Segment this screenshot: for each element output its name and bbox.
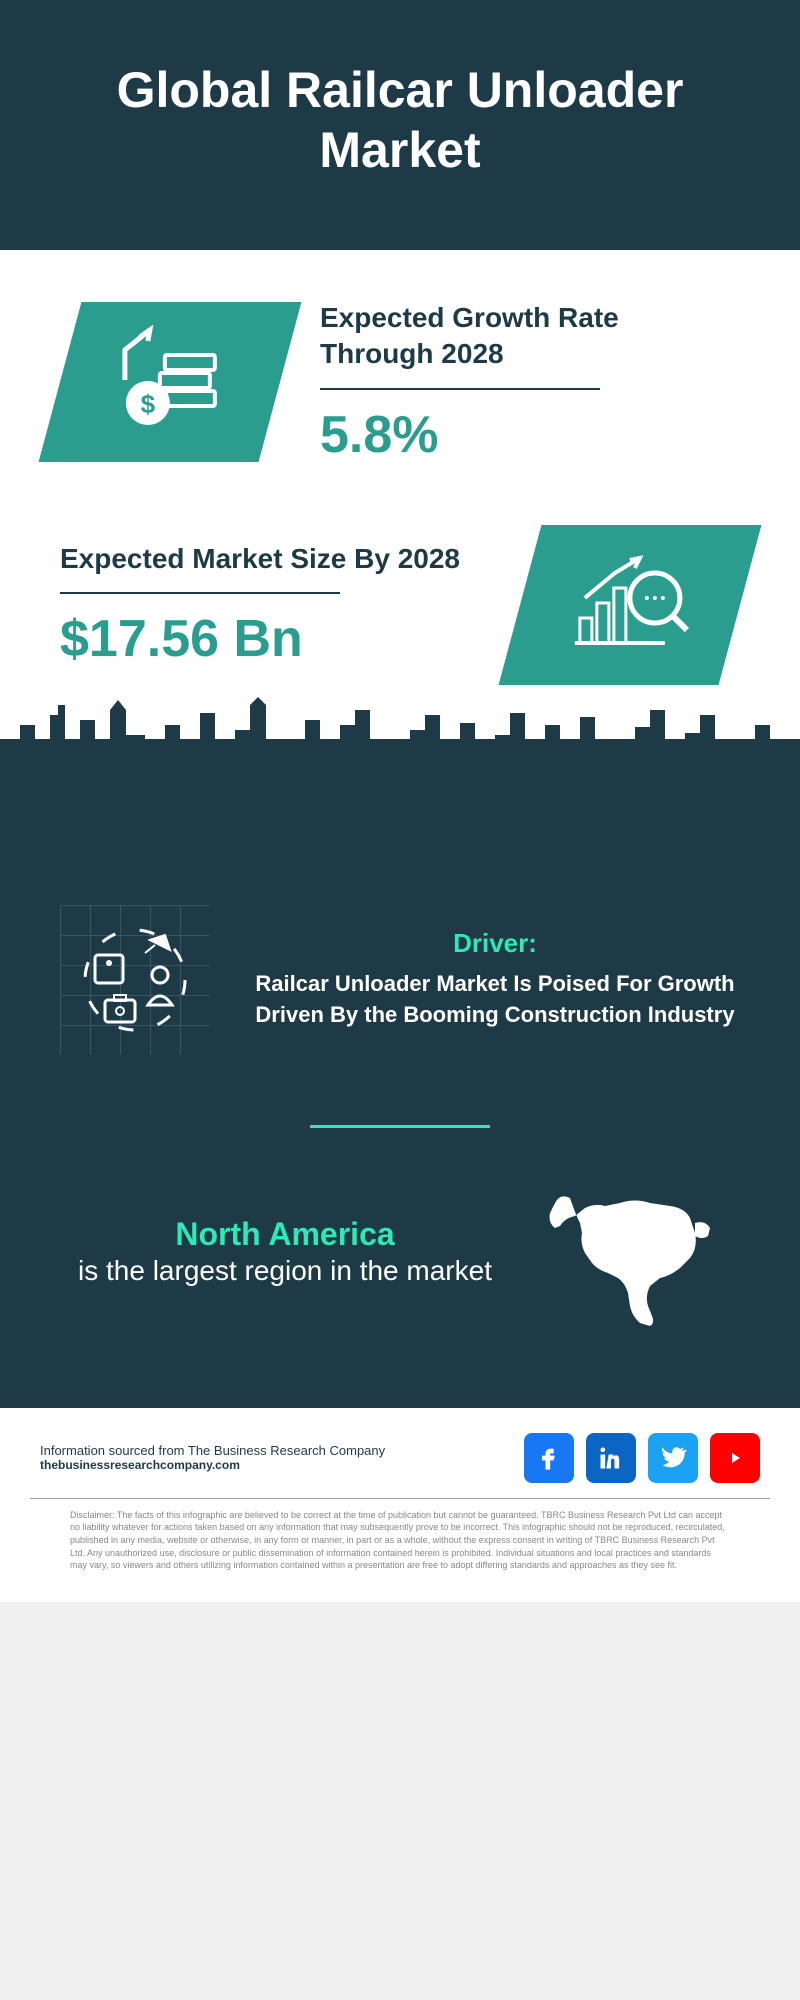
market-label: Expected Market Size By 2028	[60, 541, 480, 577]
driver-row: Driver: Railcar Unloader Market Is Poise…	[60, 895, 740, 1055]
north-america-map-icon	[540, 1178, 740, 1328]
business-people-icon	[60, 905, 210, 1055]
svg-text:$: $	[141, 389, 156, 419]
source-label: Information sourced from The Business Re…	[40, 1443, 385, 1458]
youtube-icon[interactable]	[710, 1433, 760, 1483]
facebook-icon[interactable]	[524, 1433, 574, 1483]
market-value: $17.56 Bn	[60, 609, 480, 669]
growth-text: Expected Growth Rate Through 2028 5.8%	[320, 300, 740, 465]
main-title: Global Railcar Unloader Market	[40, 60, 760, 180]
footer: Information sourced from The Business Re…	[0, 1408, 800, 1498]
driver-description: Railcar Unloader Market Is Poised For Gr…	[250, 969, 740, 1031]
skyline-divider	[0, 775, 800, 895]
money-growth-icon: $	[110, 325, 230, 440]
growth-value: 5.8%	[320, 405, 740, 465]
region-text: North America is the largest region in t…	[60, 1216, 510, 1289]
market-icon-box	[499, 525, 762, 685]
driver-text: Driver: Railcar Unloader Market Is Poise…	[250, 928, 740, 1031]
disclaimer-section: Disclaimer: The facts of this infographi…	[30, 1498, 770, 1602]
dark-section: Driver: Railcar Unloader Market Is Poise…	[0, 895, 800, 1408]
growth-label: Expected Growth Rate Through 2028	[320, 300, 740, 373]
driver-icon-box	[60, 905, 210, 1055]
market-text: Expected Market Size By 2028 $17.56 Bn	[60, 541, 480, 669]
infographic-container: Global Railcar Unloader Market $	[0, 0, 800, 1602]
footer-source: Information sourced from The Business Re…	[40, 1443, 385, 1472]
stat-growth-rate: $ Expected Growth Rate Through 2028 5.8%	[60, 300, 740, 465]
divider	[320, 388, 600, 390]
region-highlight: North America	[60, 1216, 510, 1253]
driver-title: Driver:	[250, 928, 740, 959]
region-subtitle: is the largest region in the market	[60, 1253, 510, 1289]
section-divider	[310, 1125, 490, 1128]
header-section: Global Railcar Unloader Market	[0, 0, 800, 250]
linkedin-icon[interactable]	[586, 1433, 636, 1483]
disclaimer-text: Disclaimer: The facts of this infographi…	[70, 1509, 730, 1572]
social-icons	[524, 1433, 760, 1483]
twitter-icon[interactable]	[648, 1433, 698, 1483]
region-row: North America is the largest region in t…	[60, 1178, 740, 1368]
growth-icon-box: $	[39, 302, 302, 462]
divider	[60, 592, 340, 594]
company-url: thebusinessresearchcompany.com	[40, 1458, 385, 1472]
stat-market-size: Expected Market Size By 2028 $17.56 Bn	[60, 525, 740, 685]
chart-analysis-icon	[565, 547, 695, 662]
